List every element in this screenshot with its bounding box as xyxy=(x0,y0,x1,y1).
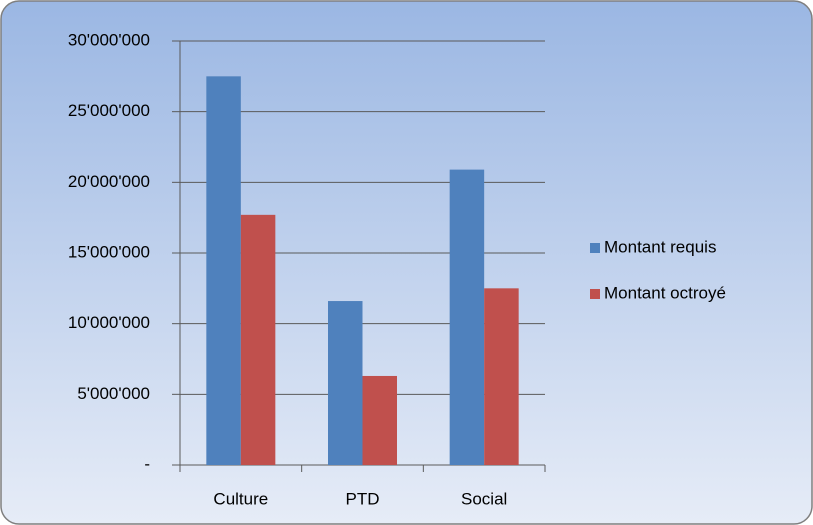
y-tick-label: 20'000'000 xyxy=(68,172,150,191)
legend-label: Montant octroyé xyxy=(604,283,726,302)
legend-swatch xyxy=(590,243,600,253)
bar xyxy=(328,301,363,465)
y-tick-label: 15'000'000 xyxy=(68,242,150,261)
y-tick-label: 5'000'000 xyxy=(77,384,150,403)
bar xyxy=(484,288,519,465)
y-tick-label: - xyxy=(144,454,150,473)
y-tick-label: 30'000'000 xyxy=(68,30,150,49)
x-tick-label: PTD xyxy=(346,489,380,508)
x-tick-label: Social xyxy=(461,489,507,508)
legend-label: Montant requis xyxy=(604,237,716,256)
bar xyxy=(240,214,276,465)
legend-swatch xyxy=(590,289,600,299)
y-tick-label: 25'000'000 xyxy=(68,101,150,120)
bar xyxy=(362,375,397,465)
y-tick-label: 10'000'000 xyxy=(68,313,150,332)
bar xyxy=(449,169,485,465)
bar xyxy=(206,76,241,465)
x-tick-label: Culture xyxy=(213,489,268,508)
